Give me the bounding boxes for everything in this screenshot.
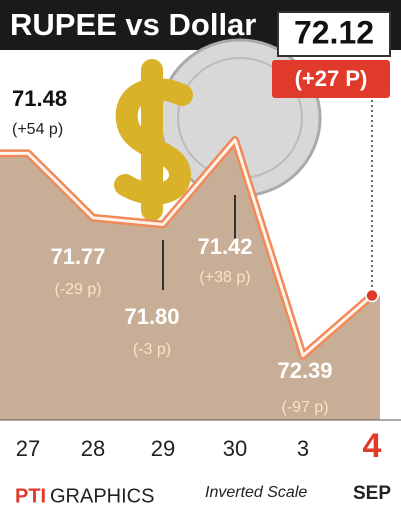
month-label: SEP: [353, 483, 391, 504]
latest-value-label: 72.12: [294, 14, 374, 50]
value-label: 71.42: [197, 234, 252, 259]
scale-note: Inverted Scale: [205, 484, 307, 501]
chart: RUPEE vs Dollar PTI GRAPHICS Inverted Sc…: [0, 0, 401, 513]
x-tick-label: 27: [16, 436, 40, 461]
source: PTI: [15, 485, 46, 507]
x-tick-label: 30: [223, 436, 247, 461]
value-label: 71.80: [124, 304, 179, 329]
source-suffix: GRAPHICS: [50, 485, 154, 507]
chart-title: RUPEE vs Dollar: [10, 7, 256, 42]
value-label: 72.39: [277, 358, 332, 383]
x-tick-label: 3: [297, 436, 309, 461]
x-tick-label: 4: [363, 427, 382, 465]
latest-change-label: (+27 P): [295, 66, 368, 91]
value-label: 71.48: [12, 86, 67, 111]
x-tick-label: 29: [151, 436, 175, 461]
change-label: (+54 p): [12, 121, 63, 138]
change-label: (-97 p): [281, 399, 328, 416]
change-label: (+38 p): [199, 269, 250, 286]
x-tick-label: 28: [81, 436, 105, 461]
change-label: (-29 p): [54, 281, 101, 298]
highlight-point: [366, 290, 378, 302]
value-label: 71.77: [50, 244, 105, 269]
change-label: (-3 p): [133, 341, 171, 358]
